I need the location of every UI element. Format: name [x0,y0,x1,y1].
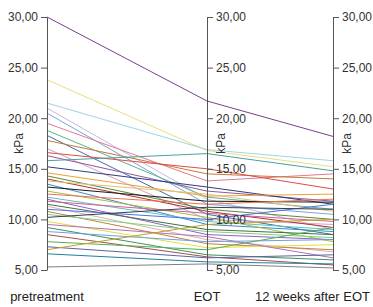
tick-label: 20,00 [8,112,38,126]
tick-label: 5,00 [216,263,240,277]
tick-mark [333,118,339,119]
tick-mark [333,17,339,18]
series-line [47,199,333,239]
tick-label: 10,00 [8,213,38,227]
tick: 10,00 [333,213,372,227]
axis-line [207,18,208,271]
series-line [47,187,333,202]
series-line [47,264,333,268]
series-line [47,206,333,252]
tick-label: 10,00 [342,213,372,227]
tick-mark [41,169,47,170]
series-line [47,254,333,264]
series-line [47,224,333,257]
tick-label: 25,00 [8,61,38,75]
tick: 25,00 [333,61,372,75]
tick-label: 30,00 [8,10,38,24]
series-line [47,194,333,204]
tick-label: 30,00 [216,10,246,24]
series-line [47,140,333,178]
tick-label: 5,00 [15,263,39,277]
y-axis: 5,00 10,00 15,00 20,00 25,00 30,00 [333,10,372,277]
tick: 15,00 [8,162,47,176]
series-line [47,184,333,232]
tick-mark [207,169,213,170]
tick-mark [207,68,213,69]
series-line [47,204,333,219]
tick-mark [41,68,47,69]
chart: 5,00 10,00 15,00 20,00 25,00 30,00 kPa 5,00 10,0… [0,0,373,307]
tick-label: 20,00 [216,112,246,126]
tick-mark [41,118,47,119]
axis-title: kPa [340,133,354,154]
chart-container: 5,00 10,00 15,00 20,00 25,00 30,00 kPa 5,00 10,0… [0,0,373,307]
tick-label: 5,00 [342,263,366,277]
series-line [47,197,333,229]
tick: 20,00 [333,112,372,126]
category-label: 12 weeks after EOT [255,289,370,304]
series-line [47,211,333,249]
tick-mark [207,118,213,119]
tick-mark [333,219,339,220]
series-line [47,113,333,214]
tick-mark [333,68,339,69]
tick-label: 15,00 [216,162,246,176]
tick-label: 30,00 [342,10,372,24]
y-axis: 5,00 10,00 15,00 20,00 25,00 30,00 [207,10,246,277]
tick: 20,00 [8,112,47,126]
tick-mark [41,219,47,220]
tick: 5,00 [333,263,366,277]
category-label: pretreatment [10,289,84,304]
tick: 20,00 [207,112,246,126]
tick: 15,00 [333,162,372,176]
series-line [47,191,333,242]
tick-mark [207,270,213,271]
y-axis: 5,00 10,00 15,00 20,00 25,00 30,00 [8,10,48,277]
category-label: EOT [194,289,221,304]
tick: 15,00 [207,162,246,176]
tick-mark [207,17,213,18]
tick-mark [333,270,339,271]
tick: 30,00 [207,10,246,24]
tick: 10,00 [8,213,47,227]
tick: 30,00 [333,10,372,24]
tick-mark [41,270,47,271]
plot-area [47,17,333,268]
tick-label: 20,00 [342,112,372,126]
series-line [47,149,333,225]
tick-label: 15,00 [8,162,38,176]
axis-title: kPa [214,133,228,154]
series-line [47,219,333,249]
axis-line [333,18,334,271]
series-line [47,153,333,189]
tick: 5,00 [207,263,240,277]
axis-title: kPa [12,133,26,154]
series-line [47,80,333,167]
tick-mark [41,17,47,18]
axis-line [47,18,48,271]
series-line [47,17,333,136]
series-line [47,130,333,209]
tick: 25,00 [207,61,246,75]
tick-label: 25,00 [216,61,246,75]
series-line [47,227,333,249]
tick-mark [333,169,339,170]
tick: 30,00 [8,10,47,24]
tick: 5,00 [15,263,47,277]
series-line [47,207,333,217]
tick-label: 10,00 [216,213,246,227]
tick-label: 15,00 [342,162,372,176]
series-line [47,235,333,265]
tick: 25,00 [8,61,47,75]
series-line [47,103,333,161]
tick: 10,00 [207,213,246,227]
tick-mark [207,219,213,220]
tick-label: 25,00 [342,61,372,75]
series-line [47,154,333,171]
series-line [47,181,333,211]
series-line [47,227,333,259]
